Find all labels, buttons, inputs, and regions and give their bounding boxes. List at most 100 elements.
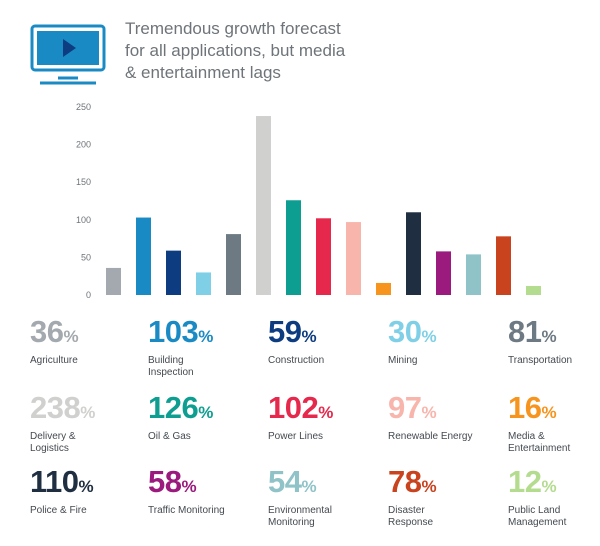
bar bbox=[196, 272, 211, 295]
stat-label: Agriculture bbox=[30, 355, 78, 366]
stat-item: 81% Transportation bbox=[508, 316, 600, 367]
stat-label: Mining bbox=[388, 355, 418, 366]
stat-value: 97% bbox=[388, 392, 503, 429]
stat-item: 30% Mining bbox=[388, 316, 503, 367]
stat-item: 102% Power Lines bbox=[268, 392, 383, 443]
stat-item: 126% Oil & Gas bbox=[148, 392, 263, 443]
stat-percent-sign: % bbox=[421, 477, 437, 496]
stat-item: 97% Renewable Energy bbox=[388, 392, 503, 443]
stat-item: 78% Disaster Response bbox=[388, 466, 503, 529]
bar bbox=[346, 222, 361, 295]
bar bbox=[376, 282, 391, 295]
stat-value: 58% bbox=[148, 466, 263, 503]
stat-item: 36% Agriculture bbox=[30, 316, 145, 367]
bar bbox=[166, 250, 181, 295]
stat-label: Renewable Energy bbox=[388, 431, 473, 442]
stat-item: 103% Building Inspection bbox=[148, 316, 263, 379]
stat-number: 110 bbox=[30, 464, 79, 499]
stat-value: 59% bbox=[268, 316, 383, 353]
stat-percent-sign: % bbox=[181, 477, 197, 496]
stat-number: 81 bbox=[508, 314, 542, 349]
stat-item: 59% Construction bbox=[268, 316, 383, 367]
bar bbox=[136, 217, 151, 295]
stat-value: 12% bbox=[508, 466, 600, 503]
stats-grid: 36% Agriculture 103% Building Inspection 59%… bbox=[0, 316, 600, 546]
stat-number: 59 bbox=[268, 314, 302, 349]
bar bbox=[496, 236, 511, 295]
stat-value: 36% bbox=[30, 316, 145, 353]
stat-percent-sign: % bbox=[541, 327, 557, 346]
stat-number: 126 bbox=[148, 390, 199, 425]
bar bbox=[436, 251, 451, 295]
bar bbox=[226, 234, 241, 295]
stat-value: 102% bbox=[268, 392, 383, 429]
stat-label: Public Land Management bbox=[508, 505, 567, 528]
stat-label: Environmental Monitoring bbox=[268, 505, 332, 528]
y-tick-label: 200 bbox=[76, 140, 91, 150]
stat-percent-sign: % bbox=[301, 477, 317, 496]
stat-label: Disaster Response bbox=[388, 505, 434, 528]
stat-percent-sign: % bbox=[541, 477, 557, 496]
stat-number: 78 bbox=[388, 464, 422, 499]
stat-number: 16 bbox=[508, 390, 542, 425]
stat-number: 103 bbox=[148, 314, 199, 349]
stat-item: 58% Traffic Monitoring bbox=[148, 466, 263, 517]
monitor-play-icon bbox=[30, 24, 106, 85]
stat-value: 78% bbox=[388, 466, 503, 503]
stat-label: Construction bbox=[268, 355, 325, 366]
stat-label: Media & Entertainment bbox=[508, 431, 571, 454]
stat-label: Delivery & Logistics bbox=[30, 431, 76, 454]
stat-item: 12% Public Land Management bbox=[508, 466, 600, 529]
stat-number: 30 bbox=[388, 314, 422, 349]
stat-label: Building Inspection bbox=[148, 355, 194, 378]
stat-percent-sign: % bbox=[198, 327, 213, 346]
stat-number: 238 bbox=[30, 390, 81, 425]
stat-number: 36 bbox=[30, 314, 64, 349]
y-tick-label: 250 bbox=[76, 102, 91, 112]
stat-value: 54% bbox=[268, 466, 383, 503]
stat-value: 81% bbox=[508, 316, 600, 353]
stat-label: Police & Fire bbox=[30, 505, 87, 516]
header: Tremendous growth forecast for all appli… bbox=[30, 14, 590, 85]
stat-label: Oil & Gas bbox=[148, 431, 191, 442]
stat-percent-sign: % bbox=[541, 403, 557, 422]
stat-number: 12 bbox=[508, 464, 542, 499]
stat-percent-sign: % bbox=[318, 403, 333, 422]
stat-percent-sign: % bbox=[421, 403, 437, 422]
stat-value: 126% bbox=[148, 392, 263, 429]
stat-number: 54 bbox=[268, 464, 302, 499]
stat-value: 110% bbox=[30, 466, 145, 503]
stat-value: 103% bbox=[148, 316, 263, 353]
stat-number: 58 bbox=[148, 464, 182, 499]
stat-label: Power Lines bbox=[268, 431, 324, 442]
stat-value: 238% bbox=[30, 392, 145, 429]
stat-percent-sign: % bbox=[198, 403, 213, 422]
y-tick-label: 50 bbox=[81, 252, 91, 262]
stat-number: 97 bbox=[388, 390, 422, 425]
stat-number: 102 bbox=[268, 390, 319, 425]
bar bbox=[526, 285, 541, 295]
y-tick-label: 100 bbox=[76, 215, 91, 225]
chart-title: Tremendous growth forecast for all appli… bbox=[125, 19, 346, 82]
bar bbox=[406, 212, 421, 295]
bar-chart: 0 50 100 150 200 250 bbox=[76, 102, 541, 300]
bar bbox=[256, 116, 271, 295]
stat-percent-sign: % bbox=[301, 327, 317, 346]
stat-label: Transportation bbox=[508, 355, 573, 366]
stat-item: 238% Delivery & Logistics bbox=[30, 392, 145, 455]
bar bbox=[316, 218, 331, 295]
stat-value: 30% bbox=[388, 316, 503, 353]
stat-label: Traffic Monitoring bbox=[148, 505, 225, 516]
bar bbox=[106, 267, 121, 295]
stat-percent-sign: % bbox=[80, 403, 95, 422]
bar bbox=[466, 254, 481, 295]
stat-percent-sign: % bbox=[421, 327, 437, 346]
stat-item: 110% Police & Fire bbox=[30, 466, 145, 517]
bar bbox=[286, 200, 301, 295]
stat-item: 16% Media & Entertainment bbox=[508, 392, 600, 455]
stat-percent-sign: % bbox=[63, 327, 79, 346]
stat-value: 16% bbox=[508, 392, 600, 429]
y-tick-label: 0 bbox=[86, 290, 91, 300]
stat-percent-sign: % bbox=[78, 477, 94, 496]
y-tick-label: 150 bbox=[76, 177, 91, 187]
